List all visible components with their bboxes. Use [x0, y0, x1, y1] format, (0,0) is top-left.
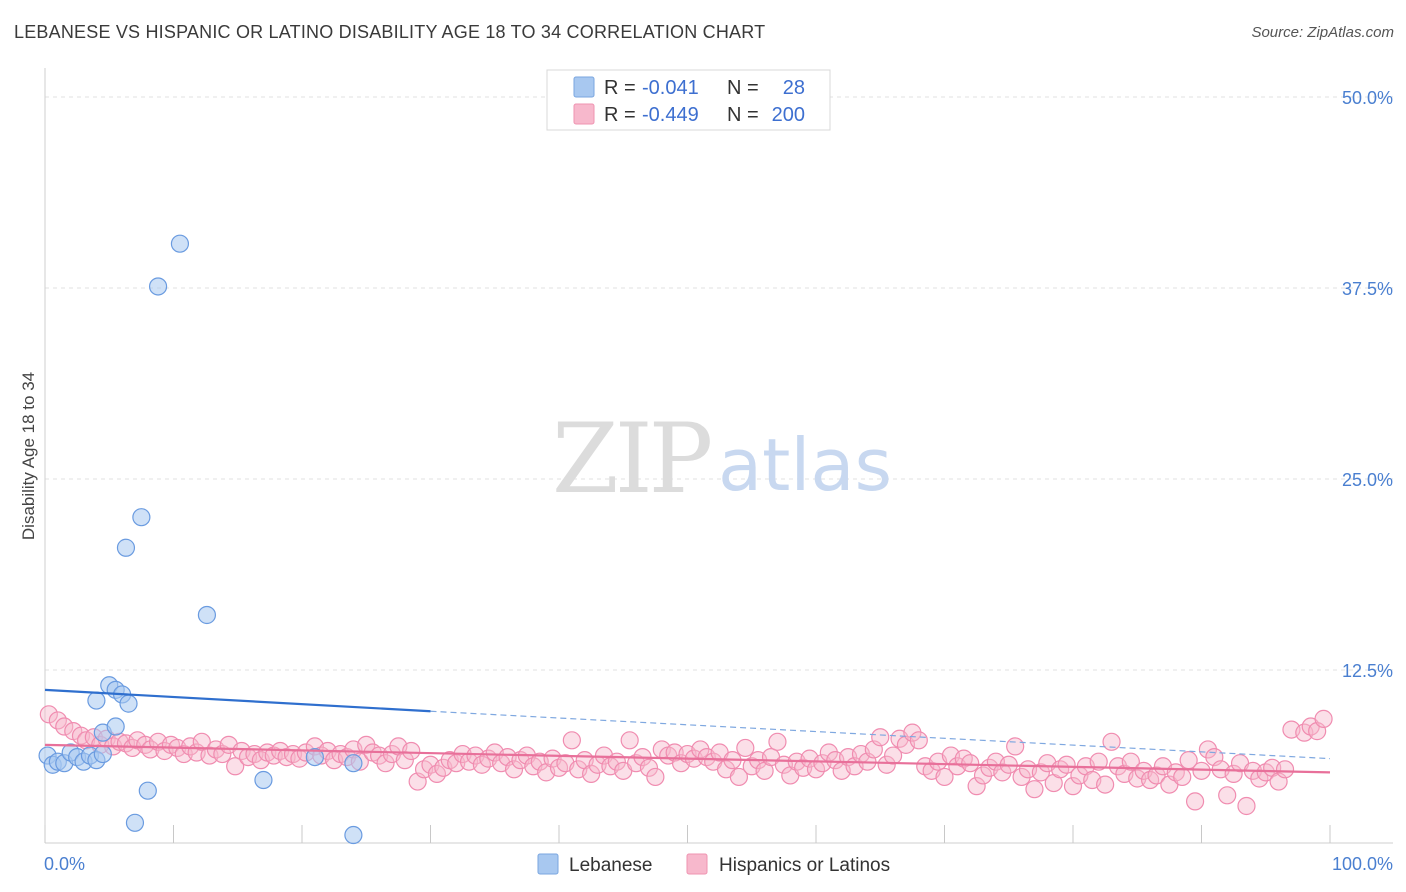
hispanic-point-162 — [1089, 752, 1108, 771]
hispanic-point-179 — [1198, 740, 1218, 759]
hispanic-point-80 — [562, 731, 581, 750]
legend-swatch-hispanic — [573, 103, 595, 125]
legend-r-label-1: R = — [604, 77, 636, 99]
hispanic-point-185 — [1237, 796, 1256, 816]
series-legend: Lebanese Hispanics or Latinos — [537, 853, 890, 876]
hispanic-point-28 — [226, 757, 245, 776]
x-tick-labels: 0.0% 100.0% — [44, 854, 1393, 874]
x-tick-label-0: 0.0% — [44, 854, 85, 874]
hispanic-point-138 — [935, 767, 954, 787]
lebanese-point-25 — [305, 747, 324, 767]
hispanic-point-158 — [1063, 777, 1083, 796]
legend-n-label-2: N = — [727, 104, 759, 126]
lebanese-point-10 — [87, 691, 106, 710]
hispanic-point-92 — [639, 758, 659, 777]
hispanic-point-55 — [402, 741, 421, 761]
lebanese-point-22 — [170, 234, 190, 253]
legend-r-value-2: -0.449 — [642, 104, 699, 126]
hispanic-point-142 — [961, 754, 980, 773]
lebanese-point-18 — [138, 781, 157, 800]
hispanic-point-177 — [1185, 792, 1205, 811]
hispanic-point-144 — [973, 766, 993, 785]
lebanese-point-9 — [93, 744, 112, 764]
hispanic-point-107 — [736, 738, 755, 758]
hispanic-point-2 — [55, 717, 74, 736]
grid-lines — [45, 96, 1393, 671]
lebanese-point-20 — [132, 508, 151, 527]
y-tick-label-1: 25.0% — [1342, 470, 1393, 490]
hispanic-point-157 — [1057, 755, 1076, 774]
hispanic-point-143 — [967, 777, 986, 796]
legend-r-label-2: R = — [604, 104, 636, 126]
series-swatch-hispanic — [686, 853, 708, 875]
legend-swatch-lebanese — [573, 76, 595, 98]
lebanese-point-14 — [106, 717, 125, 736]
watermark-zip: ZIP — [552, 403, 711, 515]
hispanic-point-167 — [1121, 752, 1140, 771]
series-label-hispanic: Hispanics or Latinos — [719, 855, 890, 876]
hispanic-point-106 — [729, 767, 749, 787]
hispanic-point-83 — [582, 764, 601, 784]
hispanic-point-152 — [1025, 780, 1044, 799]
hispanic-point-129 — [877, 755, 896, 774]
legend-n-value-2: 200 — [772, 104, 805, 126]
hispanic-point-175 — [1173, 767, 1192, 787]
y-tick-label-0: 12.5% — [1342, 661, 1393, 681]
watermark: ZIP atlas — [552, 403, 892, 515]
hispanic-point-51 — [376, 754, 395, 773]
hispanic-point-153 — [1031, 763, 1050, 782]
hispanic-trend-line — [44, 743, 1331, 774]
hispanic-point-147 — [993, 763, 1012, 782]
lebanese-point-21 — [148, 277, 168, 296]
lebanese-point-27 — [344, 825, 363, 845]
hispanic-point-191 — [1275, 760, 1295, 779]
y-tick-label-3: 50.0% — [1342, 88, 1393, 108]
y-tick-labels: 12.5% 25.0% 37.5% 50.0% — [1342, 88, 1393, 681]
watermark-atlas: atlas — [718, 423, 892, 507]
hispanic-point-149 — [1006, 737, 1025, 756]
hispanic-point-15 — [141, 740, 160, 759]
hispanic-point-182 — [1218, 786, 1237, 805]
lebanese-point-26 — [344, 754, 363, 773]
hispanic-point-171 — [1147, 766, 1166, 785]
hispanic-point-0 — [39, 705, 58, 724]
y-tick-label-2: 37.5% — [1342, 279, 1393, 299]
hispanic-point-163 — [1096, 775, 1115, 794]
y-axis-label: Disability Age 18 to 34 — [19, 372, 38, 540]
series-swatch-lebanese — [537, 853, 559, 875]
axes — [44, 68, 1393, 844]
legend-n-value-1: 28 — [783, 77, 805, 99]
correlation-legend: R = -0.041 N = 28 R = -0.449 N = 200 — [546, 69, 831, 131]
hispanic-point-150 — [1012, 767, 1031, 787]
lebanese-point-24 — [254, 770, 273, 790]
lebanese-trend-line — [44, 688, 431, 713]
x-tick-label-1: 100.0% — [1332, 854, 1393, 874]
hispanic-point-23 — [192, 732, 211, 751]
trend-lines — [44, 688, 1331, 774]
lebanese-point-23 — [197, 605, 217, 625]
lebanese-points — [38, 234, 363, 845]
hispanic-point-89 — [620, 731, 639, 750]
hispanic-point-71 — [504, 760, 524, 779]
source-credit: Source: ZipAtlas.com — [1251, 24, 1394, 41]
hispanic-point-128 — [871, 728, 890, 747]
hispanic-point-48 — [357, 735, 376, 754]
legend-n-label-1: N = — [727, 77, 759, 99]
series-label-lebanese: Lebanese — [569, 855, 652, 876]
hispanic-point-112 — [768, 732, 787, 751]
hispanic-point-133 — [903, 723, 922, 742]
chart-title: LEBANESE VS HISPANIC OR LATINO DISABILIT… — [14, 22, 766, 42]
lebanese-trend-extension — [430, 710, 1331, 760]
legend-r-value-1: -0.041 — [642, 77, 699, 99]
hispanic-point-134 — [909, 731, 928, 750]
hispanic-point-93 — [646, 767, 665, 787]
lebanese-point-17 — [125, 813, 145, 832]
hispanic-point-164 — [1102, 732, 1121, 751]
hispanic-point-196 — [1314, 709, 1333, 728]
lebanese-point-19 — [116, 538, 136, 557]
lebanese-point-16 — [119, 694, 138, 713]
hispanic-points — [39, 705, 1333, 816]
